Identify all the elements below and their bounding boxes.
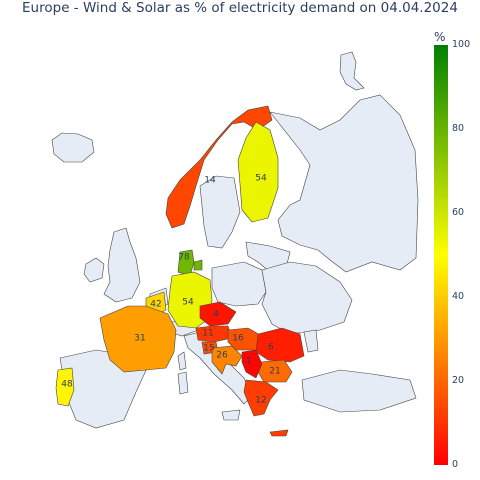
region-denmark-islands[interactable] [193, 259, 203, 271]
region-denmark[interactable] [177, 249, 195, 277]
colorbar-tick: 20 [452, 375, 465, 386]
land-russia [269, 94, 419, 273]
region-greece[interactable] [243, 379, 279, 417]
region-croatia[interactable] [211, 345, 243, 375]
land-sicily [221, 409, 241, 421]
label-norway: 14 [204, 176, 216, 186]
region-sweden[interactable] [237, 121, 279, 223]
label-austria: 11 [202, 329, 213, 339]
label-croatia: 26 [216, 351, 228, 361]
colorbar-tick: 80 [452, 123, 465, 134]
land-corsica [177, 351, 187, 371]
region-labels: 14 54 78 54 42 31 48 4 11 16 6 15 26 21 … [61, 174, 280, 406]
label-bulgaria: 21 [269, 367, 280, 377]
colorbar-tick: 60 [452, 207, 465, 218]
land-norway-sweden-gap [199, 175, 241, 249]
colorbar-title: % [434, 30, 446, 44]
region-france[interactable] [99, 305, 177, 373]
label-czechia: 4 [213, 310, 219, 320]
land-sardinia [177, 371, 189, 395]
region-crete[interactable] [269, 429, 289, 437]
label-sweden: 54 [255, 174, 267, 184]
land-iceland [51, 132, 95, 163]
background-land [51, 51, 419, 429]
colorbar-tick: 100 [452, 39, 471, 50]
land-poland [211, 261, 267, 307]
label-portugal: 48 [61, 380, 73, 390]
region-romania[interactable] [255, 327, 305, 363]
land-belarus-ukraine [261, 261, 353, 335]
region-serbia[interactable] [241, 349, 263, 379]
land-ireland [83, 257, 105, 283]
land-uk [103, 227, 141, 303]
land-turkey [301, 369, 417, 413]
label-denmark: 78 [178, 253, 190, 263]
colorbar [434, 45, 448, 465]
label-romania: 6 [268, 343, 274, 353]
land-svalbard [339, 51, 365, 91]
colorbar-tick: 0 [452, 459, 459, 470]
label-slovenia: 15 [203, 344, 214, 354]
region-norway[interactable] [165, 105, 273, 229]
land-moldova [303, 329, 319, 353]
region-portugal[interactable] [55, 367, 75, 407]
label-france: 31 [134, 334, 145, 344]
label-netherlands: 42 [150, 300, 161, 310]
label-hungary: 16 [232, 334, 244, 344]
region-czechia[interactable] [199, 301, 237, 327]
colorbar-tick: 40 [452, 291, 465, 302]
label-greece: 12 [255, 396, 266, 406]
label-germany: 54 [182, 298, 194, 308]
label-serbia: 1 [246, 357, 252, 367]
map-title: Europe - Wind & Solar as % of electricit… [22, 0, 458, 16]
